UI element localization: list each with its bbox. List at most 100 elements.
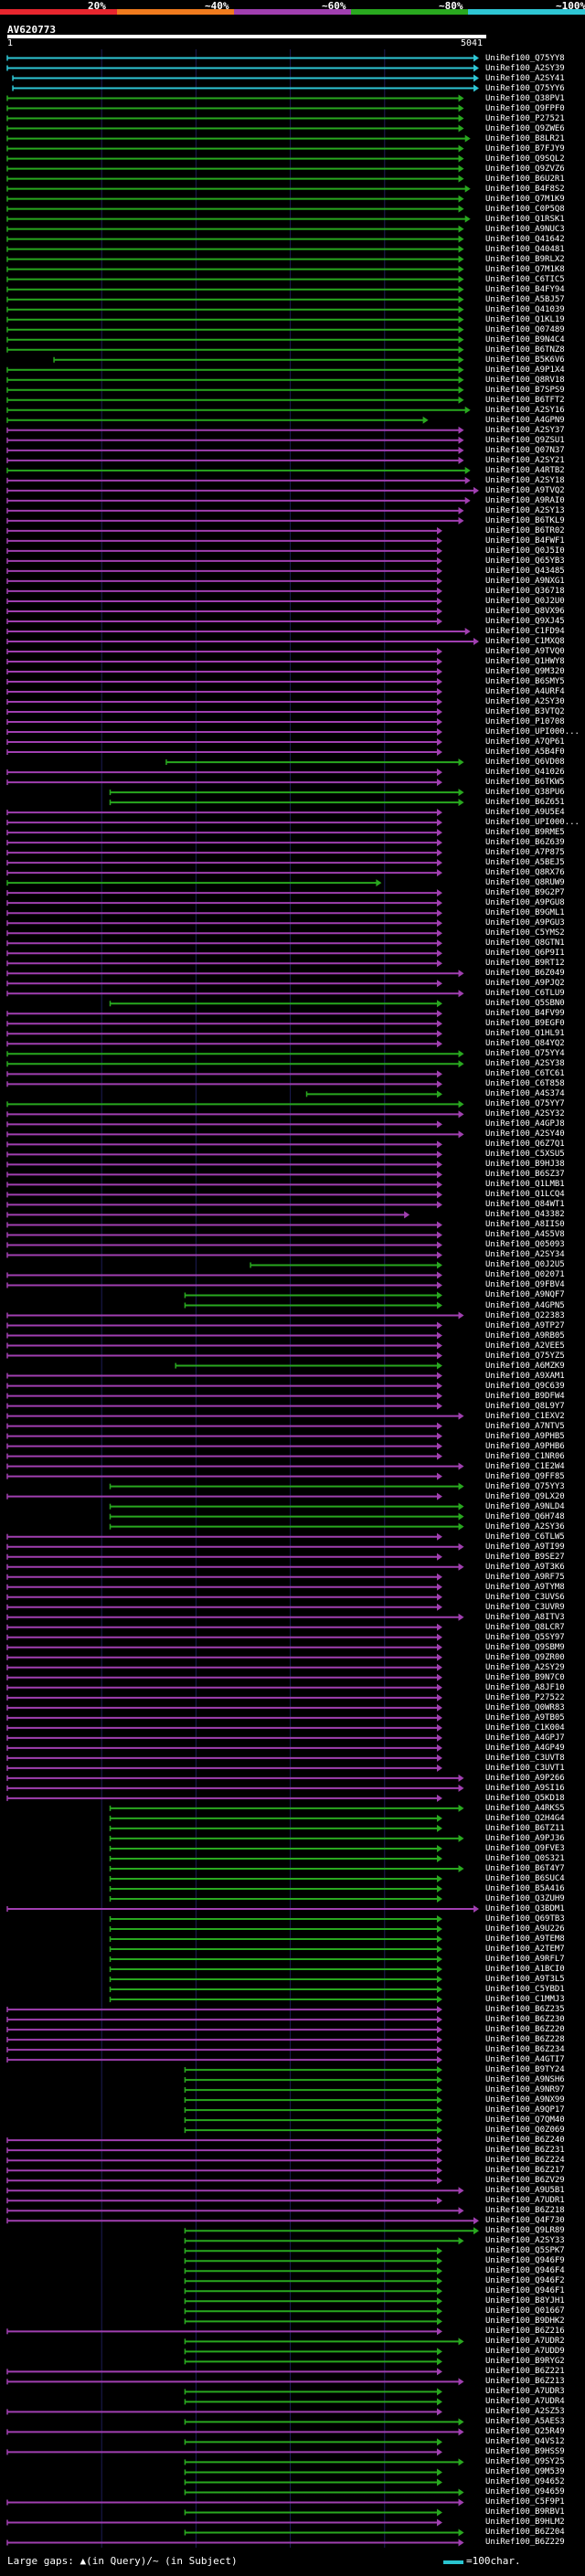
hit-label[interactable]: UniRef100_B6T4Y7 (485, 1863, 565, 1873)
hit-label[interactable]: UniRef100_Q8RV18 (485, 375, 565, 385)
hit-label[interactable]: UniRef100_Q75YZ5 (485, 1351, 565, 1361)
hit-label[interactable]: UniRef100_Q0Z069 (485, 2125, 565, 2136)
hit-label[interactable]: UniRef100_B6Z231 (485, 2146, 565, 2156)
hit-label[interactable]: UniRef100_A2SY38 (485, 1059, 565, 1069)
hit-label[interactable]: UniRef100_A9SI16 (485, 1783, 565, 1793)
hit-label[interactable]: UniRef100_Q8VX96 (485, 606, 565, 616)
hit-label[interactable]: UniRef100_B9GML1 (485, 908, 565, 918)
hit-label[interactable]: UniRef100_Q1KL19 (485, 314, 565, 324)
hit-label[interactable]: UniRef100_Q9C639 (485, 1381, 565, 1391)
hit-label[interactable]: UniRef100_B9EGF0 (485, 1019, 565, 1029)
hit-label[interactable]: UniRef100_Q25R49 (485, 2427, 565, 2437)
hit-label[interactable]: UniRef100_Q3ZUH9 (485, 1893, 565, 1903)
hit-label[interactable]: UniRef100_Q36718 (485, 586, 565, 596)
hit-label[interactable]: UniRef100_Q5SBN0 (485, 999, 565, 1009)
hit-label[interactable]: UniRef100_B6Z213 (485, 2377, 565, 2387)
hit-label[interactable]: UniRef100_B9N7C0 (485, 1672, 565, 1682)
hit-label[interactable]: UniRef100_Q4F730 (485, 2216, 565, 2226)
hit-label[interactable]: UniRef100_A4GPJ8 (485, 1119, 565, 1129)
hit-label[interactable]: UniRef100_Q0WR83 (485, 1702, 565, 1712)
hit-label[interactable]: UniRef100_Q9SBM9 (485, 1642, 565, 1652)
hit-label[interactable]: UniRef100_A7UDR4 (485, 2397, 565, 2407)
hit-label[interactable]: UniRef100_B6Z218 (485, 2206, 565, 2216)
hit-label[interactable]: UniRef100_B6TKL9 (485, 515, 565, 525)
hit-label[interactable]: UniRef100_A9PJQ2 (485, 979, 565, 989)
hit-label[interactable]: UniRef100_Q6P9I1 (485, 949, 565, 959)
hit-label[interactable]: UniRef100_A4URF4 (485, 687, 565, 696)
hit-label[interactable]: UniRef100_Q7M1K9 (485, 194, 565, 204)
hit-label[interactable]: UniRef100_Q1RSK1 (485, 214, 565, 224)
hit-label[interactable]: UniRef100_B6TKW5 (485, 778, 565, 788)
hit-label[interactable]: UniRef100_B6U2R1 (485, 174, 565, 184)
hit-label[interactable]: UniRef100_Q84YQ2 (485, 1039, 565, 1049)
hit-label[interactable]: UniRef100_A9RFL7 (485, 1955, 565, 1965)
hit-label[interactable]: UniRef100_B6TFT2 (485, 395, 565, 405)
hit-label[interactable]: UniRef100_B9HLM2 (485, 2518, 565, 2528)
hit-label[interactable]: UniRef100_A9NR97 (485, 2085, 565, 2095)
hit-label[interactable]: UniRef100_Q0J2U0 (485, 596, 565, 606)
hit-label[interactable]: UniRef100_A2SY39 (485, 63, 565, 73)
hit-label[interactable]: UniRef100_Q946F2 (485, 2276, 565, 2286)
hit-label[interactable]: UniRef100_B4F8S2 (485, 184, 565, 194)
hit-label[interactable]: UniRef100_C3UVT8 (485, 1753, 565, 1763)
hit-label[interactable]: UniRef100_A2SY37 (485, 425, 565, 435)
hit-label[interactable]: UniRef100_C6TLU9 (485, 989, 565, 999)
hit-label[interactable]: UniRef100_B4FY94 (485, 284, 565, 294)
hit-label[interactable]: UniRef100_Q7M1K8 (485, 264, 565, 274)
hit-label[interactable]: UniRef100_Q02071 (485, 1270, 565, 1280)
hit-label[interactable]: UniRef100_Q8L9Y7 (485, 1401, 565, 1411)
hit-label[interactable]: UniRef100_B8LR21 (485, 133, 565, 143)
hit-label[interactable]: UniRef100_A7UDR2 (485, 2337, 565, 2347)
hit-label[interactable]: UniRef100_B6Z639 (485, 838, 565, 848)
hit-label[interactable]: UniRef100_Q75YY8 (485, 53, 565, 63)
hit-label[interactable]: UniRef100_B9DHK2 (485, 2316, 565, 2327)
hit-label[interactable]: UniRef100_A7P875 (485, 848, 565, 858)
hit-label[interactable]: UniRef100_B6SUC4 (485, 1873, 565, 1883)
hit-label[interactable]: UniRef100_Q43485 (485, 566, 565, 576)
hit-label[interactable]: UniRef100_Q94659 (485, 2487, 565, 2497)
hit-label[interactable]: UniRef100_A7UDR3 (485, 2387, 565, 2397)
hit-label[interactable]: UniRef100_A9RAI0 (485, 495, 565, 505)
hit-label[interactable]: UniRef100_C5YBD1 (485, 1985, 565, 1995)
hit-label[interactable]: UniRef100_Q9FBV4 (485, 1280, 565, 1290)
hit-label[interactable]: UniRef100_Q07489 (485, 324, 565, 334)
hit-label[interactable]: UniRef100_Q2H4G4 (485, 1813, 565, 1823)
hit-label[interactable]: UniRef100_A9RF75 (485, 1572, 565, 1582)
hit-label[interactable]: UniRef100_C6TIC5 (485, 274, 565, 284)
hit-label[interactable]: UniRef100_Q75YY3 (485, 1481, 565, 1491)
hit-label[interactable]: UniRef100_Q946F9 (485, 2256, 565, 2266)
hit-label[interactable]: UniRef100_Q7QM40 (485, 2115, 565, 2125)
hit-label[interactable]: UniRef100_B6Z221 (485, 2367, 565, 2377)
hit-label[interactable]: UniRef100_Q9ZWE6 (485, 123, 565, 133)
hit-label[interactable]: UniRef100_Q75YY4 (485, 1049, 565, 1059)
hit-label[interactable]: UniRef100_Q05093 (485, 1240, 565, 1250)
hit-label[interactable]: UniRef100_B7FJY9 (485, 143, 565, 154)
hit-label[interactable]: UniRef100_Q94652 (485, 2477, 565, 2487)
hit-label[interactable]: UniRef100_Q0J5I0 (485, 546, 565, 556)
hit-label[interactable]: UniRef100_UPI000... (485, 727, 580, 737)
hit-label[interactable]: UniRef100_P27521 (485, 113, 565, 123)
hit-label[interactable]: UniRef100_A4S374 (485, 1089, 565, 1099)
hit-label[interactable]: UniRef100_A4GPJ7 (485, 1733, 565, 1743)
hit-label[interactable]: UniRef100_A5AES3 (485, 2417, 565, 2427)
hit-label[interactable]: UniRef100_A9T3K6 (485, 1562, 565, 1572)
hit-label[interactable]: UniRef100_B9HSS9 (485, 2447, 565, 2457)
hit-label[interactable]: UniRef100_A2TEM7 (485, 1945, 565, 1955)
hit-label[interactable]: UniRef100_Q38PU6 (485, 788, 565, 798)
hit-label[interactable]: UniRef100_A2VEE5 (485, 1341, 565, 1351)
hit-label[interactable]: UniRef100_A8ITV3 (485, 1612, 565, 1622)
hit-label[interactable]: UniRef100_B7SPS9 (485, 385, 565, 395)
hit-label[interactable]: UniRef100_B6Z204 (485, 2528, 565, 2538)
hit-label[interactable]: UniRef100_A4RKS5 (485, 1803, 565, 1813)
hit-label[interactable]: UniRef100_A1BCI0 (485, 1965, 565, 1975)
hit-label[interactable]: UniRef100_Q9FVE3 (485, 1843, 565, 1853)
hit-label[interactable]: UniRef100_A9NSH6 (485, 2075, 565, 2085)
hit-label[interactable]: UniRef100_A9U226 (485, 1924, 565, 1934)
hit-label[interactable]: UniRef100_B6Z049 (485, 969, 565, 979)
hit-label[interactable]: UniRef100_B3VTQ2 (485, 707, 565, 717)
hit-label[interactable]: UniRef100_A9T3L5 (485, 1975, 565, 1985)
hit-label[interactable]: UniRef100_Q9M320 (485, 666, 565, 676)
hit-label[interactable]: UniRef100_Q5SY97 (485, 1632, 565, 1642)
hit-label[interactable]: UniRef100_A5B4F0 (485, 747, 565, 758)
hit-label[interactable]: UniRef100_A2SY16 (485, 405, 565, 415)
